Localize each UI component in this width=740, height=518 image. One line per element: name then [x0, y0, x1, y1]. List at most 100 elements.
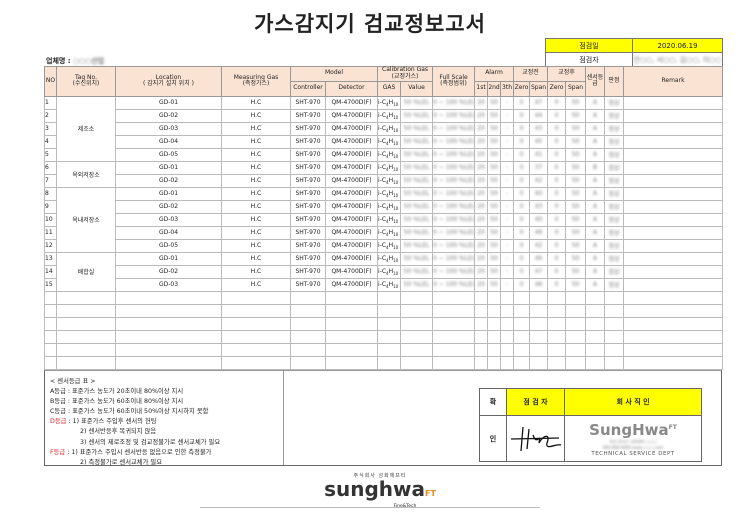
cell-s2: 50 — [565, 212, 587, 227]
cell-cal-gas: i-C4H10 — [377, 121, 402, 136]
cell-a2: 50 — [487, 186, 502, 201]
inspector-names: 안○○, 서○○, 김○○, 이○○ — [632, 52, 723, 67]
empty-cell — [474, 355, 489, 370]
empty-row — [44, 316, 724, 331]
cell-value: 50 %LEL — [400, 173, 434, 188]
cell-z1: 0 — [513, 173, 531, 188]
cell-detector: QM-4700D(F) — [324, 238, 379, 253]
empty-cell — [221, 329, 291, 344]
empty-cell — [547, 342, 567, 357]
cell-z1: 0 — [513, 95, 531, 110]
cell-tag: GD-02 — [115, 108, 222, 123]
cell-a2: 50 — [487, 251, 502, 266]
cell-a1: 20 — [474, 238, 489, 253]
legend-f1: F등급 : 1) 표준가스 주입시 센서반응 없음으로 인한 측정불가 — [50, 448, 212, 456]
cell-judge: 정상 — [604, 108, 625, 123]
cell-judge: 정상 — [604, 160, 625, 175]
col-cal-gas-name: GAS — [377, 80, 402, 97]
empty-cell — [377, 355, 402, 370]
cell-fs: 0 ~ 100 %LEL — [432, 186, 476, 201]
empty-cell — [623, 342, 724, 357]
cell-fs: 0 ~ 100 %LEL — [432, 199, 476, 214]
cell-cal-gas: i-C4H10 — [377, 238, 402, 253]
cell-no: 5 — [44, 147, 57, 162]
col-grade: 센서등급 — [585, 66, 606, 97]
empty-cell — [529, 316, 549, 331]
cell-value: 50 %LEL — [400, 95, 434, 110]
col-alarm-3th: 3th — [500, 80, 515, 97]
col-after-zero: Zero — [547, 80, 567, 97]
empty-cell — [56, 316, 116, 331]
cell-judge: 정상 — [604, 199, 625, 214]
cell-controller: SHT-970 — [290, 160, 326, 175]
legend-c: C등급 : 표준가스 농도가 60초이내 50%이상 지시하지 못함 — [50, 408, 209, 416]
cell-value: 50 %LEL — [400, 251, 434, 266]
cell-z2: 0 — [547, 134, 567, 149]
cell-value: 50 %LEL — [400, 121, 434, 136]
empty-cell — [547, 329, 567, 344]
cell-controller: SHT-970 — [290, 212, 326, 227]
cell-a2: 50 — [487, 225, 502, 240]
empty-cell — [585, 329, 606, 344]
cell-no: 4 — [44, 134, 57, 149]
cell-s2: 50 — [565, 251, 587, 266]
cell-remark — [623, 277, 724, 292]
cell-grade: A — [585, 238, 606, 253]
legend-f2: 2) 측정불가로 센서교체가 필요 — [80, 458, 162, 466]
cell-tag: GD-03 — [115, 212, 222, 227]
cell-controller: SHT-970 — [290, 225, 326, 240]
cell-gas: H.C — [221, 277, 291, 292]
empty-cell — [44, 329, 57, 344]
empty-cell — [529, 342, 549, 357]
location-group: 옥외저장소 — [56, 160, 116, 188]
cell-no: 15 — [44, 277, 57, 292]
empty-cell — [432, 316, 476, 331]
empty-cell — [585, 342, 606, 357]
cell-gas: H.C — [221, 199, 291, 214]
empty-cell — [115, 329, 222, 344]
cell-a3: - — [500, 225, 515, 240]
cell-judge: 정상 — [604, 173, 625, 188]
empty-cell — [500, 329, 515, 344]
cell-value: 50 %LEL — [400, 238, 434, 253]
cell-a3: - — [500, 186, 515, 201]
cell-judge: 정상 — [604, 264, 625, 279]
cell-a3: - — [500, 173, 515, 188]
cell-a1: 20 — [474, 277, 489, 292]
cell-a3: - — [500, 251, 515, 266]
cell-tag: GD-02 — [115, 199, 222, 214]
empty-cell — [474, 342, 489, 357]
cell-detector: QM-4700D(F) — [324, 134, 379, 149]
cell-no: 13 — [44, 251, 57, 266]
cell-remark — [623, 251, 724, 266]
empty-cell — [565, 316, 587, 331]
location-group: 제조소 — [56, 95, 116, 162]
empty-cell — [400, 342, 434, 357]
cell-remark — [623, 238, 724, 253]
empty-cell — [474, 329, 489, 344]
cell-no: 10 — [44, 212, 57, 227]
cell-controller: SHT-970 — [290, 121, 326, 136]
cell-no: 8 — [44, 186, 57, 201]
empty-cell — [44, 316, 57, 331]
inspection-info: 점검일 2020.06.19 점검자 안○○, 서○○, 김○○, 이○○ — [545, 38, 723, 67]
cell-cal-gas: i-C4H10 — [377, 225, 402, 240]
cell-a3: - — [500, 134, 515, 149]
table-row: 5 GD-05 H.C SHT-970 QM-4700D(F) i-C4H10 50 %LE… — [44, 147, 724, 162]
cell-z1: 0 — [513, 212, 531, 227]
empty-cell — [487, 355, 502, 370]
cell-detector: QM-4700D(F) — [324, 160, 379, 175]
cell-a1: 20 — [474, 147, 489, 162]
cell-detector: QM-4700D(F) — [324, 212, 379, 227]
empty-cell — [324, 290, 379, 305]
cell-judge: 정상 — [604, 95, 625, 110]
cell-tag: GD-04 — [115, 225, 222, 240]
company-label: 업체명 : — [46, 57, 71, 65]
cell-judge: 정상 — [604, 186, 625, 201]
cell-detector: QM-4700D(F) — [324, 264, 379, 279]
footer-company: 주식회사 성화에프티 — [353, 473, 407, 479]
cell-a3: - — [500, 95, 515, 110]
company-name: 업체명 : ○○○산업 — [46, 56, 104, 66]
cell-value: 50 %LEL — [400, 264, 434, 279]
cell-s1: 46 — [529, 277, 549, 292]
